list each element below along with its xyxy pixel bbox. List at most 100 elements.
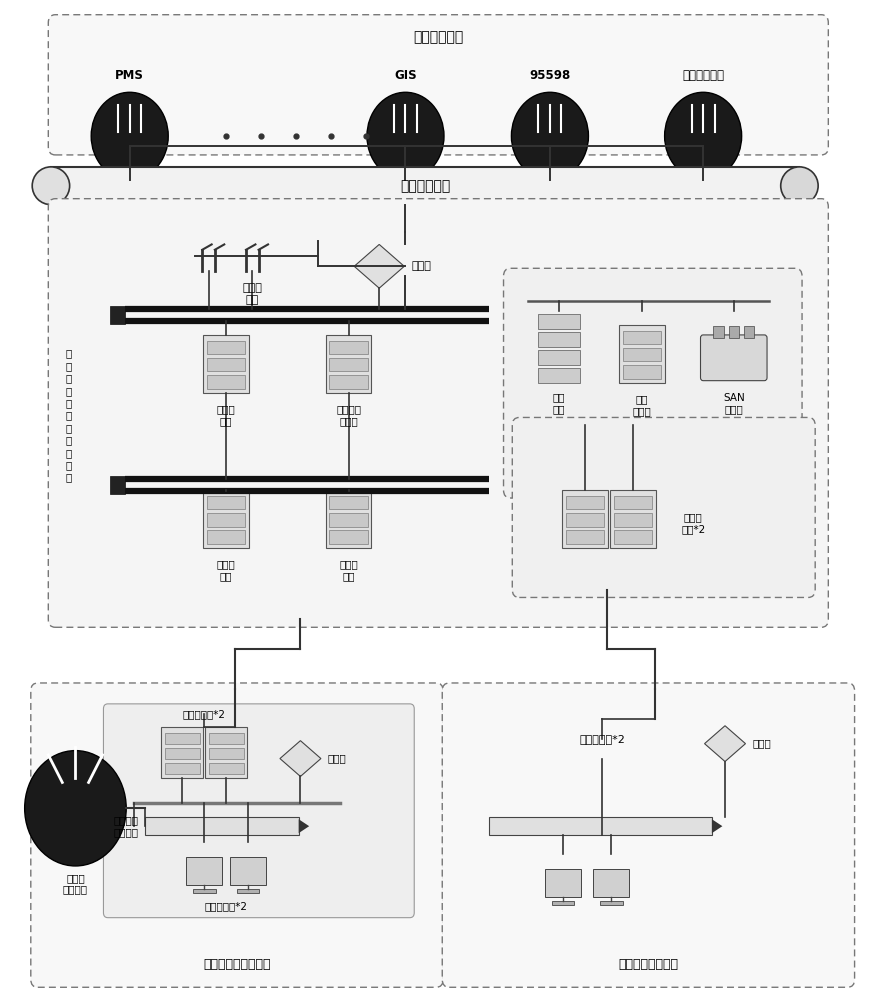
Text: 县公司远程工作站: 县公司远程工作站 [618,958,678,971]
Bar [614,496,652,509]
Text: 其它信息系统: 其它信息系统 [413,31,463,45]
Bar [489,817,712,835]
Bar [165,733,200,744]
Bar [744,326,754,338]
Bar [614,530,652,544]
Bar [566,513,604,527]
Bar [207,341,245,354]
Bar [329,341,368,354]
Bar [537,314,580,329]
FancyBboxPatch shape [442,683,855,987]
Bar [207,513,245,527]
Bar [329,496,368,509]
Bar [562,490,608,548]
Bar [207,375,245,389]
Text: SAN
交换机: SAN 交换机 [723,393,744,414]
Text: 磁盘
阵列: 磁盘 阵列 [552,393,565,414]
Bar [207,530,245,544]
Bar [537,332,580,347]
Bar [209,748,243,759]
Bar [165,748,200,759]
Circle shape [25,751,126,866]
Bar [329,375,368,389]
Bar [109,306,125,324]
Ellipse shape [781,167,818,205]
Bar [329,358,368,371]
Text: 县公司独立主站架构: 县公司独立主站架构 [204,958,270,971]
Text: 市
公
司
抗
修
指
挥
平
台
架
构: 市 公 司 抗 修 指 挥 平 台 架 构 [65,348,71,482]
Bar [600,901,623,905]
Bar [623,365,661,379]
Bar [544,869,581,897]
Bar [236,889,259,893]
Text: 管理工作站*2: 管理工作站*2 [204,901,248,911]
FancyBboxPatch shape [48,199,828,627]
Text: 网站服
务器*2: 网站服 务器*2 [681,512,706,534]
Bar [714,326,723,338]
Text: 数据接口
服务器: 数据接口 服务器 [336,405,361,426]
Text: 管理工
作站: 管理工 作站 [339,560,358,581]
FancyBboxPatch shape [103,704,414,918]
Text: 应用服
务器: 应用服 务器 [217,560,235,581]
Bar [209,733,243,744]
Bar [566,530,604,544]
Text: 县公司
主站系统: 县公司 主站系统 [63,873,88,895]
Ellipse shape [33,167,70,205]
Bar [109,476,125,494]
Polygon shape [705,726,745,762]
Bar [193,889,216,893]
Bar [614,513,652,527]
Text: 信息交互总线: 信息交互总线 [400,179,450,193]
Bar [51,167,799,205]
Circle shape [92,92,168,180]
Bar [165,763,200,774]
Bar [611,490,655,548]
Bar [329,513,368,527]
Text: 防火墙: 防火墙 [411,261,431,271]
Text: 接口服务器*2: 接口服务器*2 [182,709,226,719]
FancyBboxPatch shape [48,15,828,155]
Text: GIS: GIS [394,69,417,82]
Bar [204,335,248,393]
Text: 95598: 95598 [529,69,571,82]
Text: 负载均
衡器: 负载均 衡器 [242,283,263,305]
Bar [326,490,371,548]
Bar [145,817,299,835]
Polygon shape [354,244,404,288]
Bar [566,496,604,509]
Bar [161,727,204,778]
Bar [552,901,574,905]
Bar [537,368,580,383]
Circle shape [511,92,589,180]
Bar [207,358,245,371]
Text: 防火墙: 防火墙 [752,739,771,749]
Text: 应用服
务器: 应用服 务器 [217,405,235,426]
Text: 数据
服务器: 数据 服务器 [633,395,651,416]
FancyBboxPatch shape [512,417,815,597]
Bar [207,496,245,509]
Bar [230,857,266,885]
Text: 管理工作站*2: 管理工作站*2 [580,734,626,744]
Bar [205,727,247,778]
Polygon shape [712,819,722,833]
FancyBboxPatch shape [31,683,443,987]
Text: 正、反向
物理隔离: 正、反向 物理隔离 [114,815,138,837]
Bar [593,869,629,897]
Bar [619,325,664,383]
Bar [623,331,661,344]
Polygon shape [299,819,309,833]
Bar [623,348,661,361]
Bar [537,350,580,365]
Bar [209,763,243,774]
Bar [329,530,368,544]
Text: 防火墙: 防火墙 [328,754,346,764]
Bar [729,326,739,338]
Polygon shape [280,741,321,776]
FancyBboxPatch shape [504,268,802,498]
Text: 用电信息采集: 用电信息采集 [682,69,724,82]
FancyBboxPatch shape [700,335,767,381]
Bar [186,857,222,885]
Circle shape [664,92,742,180]
Text: PMS: PMS [115,69,144,82]
Bar [326,335,371,393]
